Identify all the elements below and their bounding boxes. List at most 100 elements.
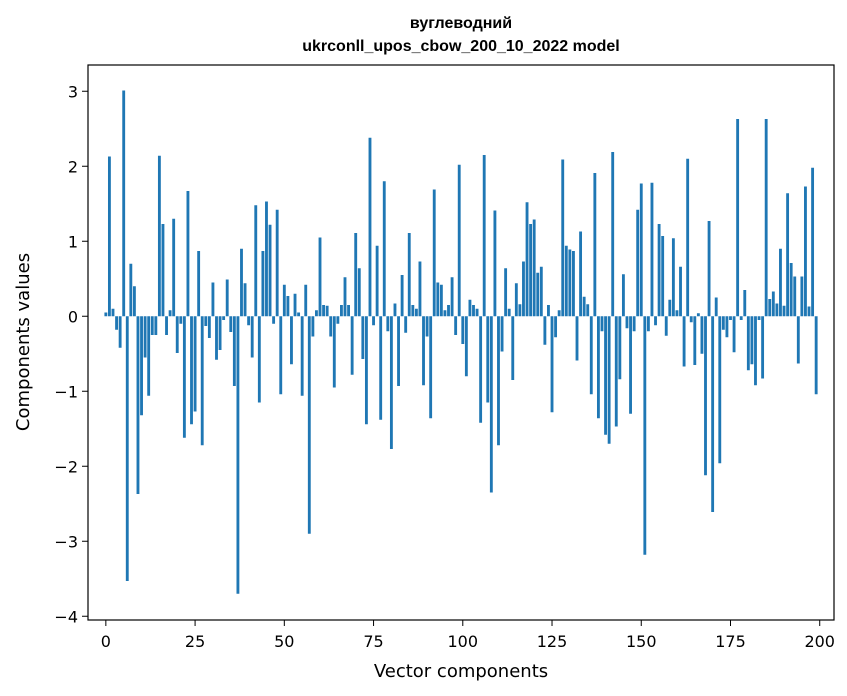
bar-189 <box>779 248 782 317</box>
bar-99 <box>457 164 461 317</box>
bar-56 <box>304 284 308 317</box>
bar-23 <box>186 191 190 317</box>
bar-75 <box>372 316 375 326</box>
bar-194 <box>796 316 800 364</box>
bar-9 <box>136 316 140 494</box>
bar-123 <box>543 316 547 345</box>
chart-title-line2: ukrconll_upos_cbow_200_10_2022 model <box>302 38 619 55</box>
bar-13 <box>150 316 154 335</box>
y-tick-label: −1 <box>54 382 78 401</box>
bar-163 <box>686 158 690 317</box>
bar-134 <box>582 296 586 317</box>
bar-107 <box>486 316 490 403</box>
bar-89 <box>422 316 425 386</box>
bar-64 <box>332 316 336 388</box>
bar-46 <box>268 224 272 317</box>
bar-79 <box>386 316 390 332</box>
x-tick-label: 0 <box>101 632 111 651</box>
bar-49 <box>279 316 283 395</box>
bar-104 <box>475 308 479 317</box>
bar-91 <box>429 316 433 419</box>
bar-3 <box>115 316 118 330</box>
bar-80 <box>389 316 393 449</box>
bar-174 <box>725 316 729 338</box>
x-tick-label: 200 <box>804 632 835 651</box>
bar-96 <box>447 305 450 317</box>
bar-45 <box>265 201 268 317</box>
bar-109 <box>493 210 497 317</box>
bar-94 <box>439 284 443 317</box>
bar-100 <box>461 316 465 344</box>
bar-95 <box>443 310 447 317</box>
y-tick-label: 1 <box>68 232 78 251</box>
bar-154 <box>654 316 657 326</box>
bar-125 <box>550 316 554 413</box>
bar-54 <box>297 312 301 317</box>
bar-161 <box>679 266 682 317</box>
x-tick-label: 175 <box>715 632 746 651</box>
bar-122 <box>539 266 543 317</box>
bar-88 <box>418 261 422 317</box>
bar-117 <box>522 261 525 317</box>
bar-195 <box>800 276 804 317</box>
plot-frame <box>87 64 835 621</box>
bar-172 <box>718 316 722 464</box>
x-tick-label: 25 <box>185 632 205 651</box>
bar-140 <box>604 316 607 435</box>
bar-85 <box>407 233 411 317</box>
bar-98 <box>454 316 458 335</box>
bar-184 <box>761 316 765 379</box>
bar-179 <box>743 290 747 317</box>
bar-164 <box>689 316 693 323</box>
bar-143 <box>614 316 618 427</box>
bar-141 <box>607 316 611 444</box>
bar-76 <box>375 245 379 317</box>
bar-155 <box>657 224 661 317</box>
bar-167 <box>700 316 704 354</box>
bar-14 <box>154 316 158 335</box>
bar-74 <box>368 137 372 317</box>
y-tick-label: 3 <box>68 82 78 101</box>
bar-199 <box>814 316 818 395</box>
bar-120 <box>532 219 536 317</box>
bar-146 <box>625 316 629 329</box>
bar-137 <box>593 173 597 317</box>
bar-61 <box>322 305 326 317</box>
bar-121 <box>536 272 540 317</box>
bar-197 <box>807 306 811 317</box>
bar-29 <box>207 316 211 338</box>
bar-182 <box>754 316 757 386</box>
bar-87 <box>414 308 418 317</box>
bar-62 <box>325 305 329 317</box>
bar-8 <box>132 286 136 317</box>
bar-26 <box>197 251 201 317</box>
bar-130 <box>568 249 572 317</box>
bar-152 <box>646 316 650 332</box>
bar-19 <box>172 218 176 317</box>
bar-32 <box>218 316 222 350</box>
bar-17 <box>165 316 168 335</box>
bar-39 <box>243 283 247 317</box>
bar-103 <box>472 305 475 317</box>
bar-41 <box>250 316 254 358</box>
bar-11 <box>143 316 147 358</box>
bar-97 <box>450 277 454 317</box>
bar-1 <box>107 156 111 317</box>
bar-86 <box>411 305 415 317</box>
bar-169 <box>707 221 711 317</box>
bar-31 <box>215 316 218 360</box>
bar-115 <box>514 283 518 317</box>
bar-171 <box>714 297 718 317</box>
bar-18 <box>168 310 172 317</box>
bar-156 <box>661 236 665 317</box>
bar-176 <box>732 316 736 353</box>
bar-53 <box>293 293 297 317</box>
bar-105 <box>479 316 483 423</box>
bar-145 <box>621 274 625 317</box>
bar-5 <box>122 90 126 317</box>
bar-128 <box>561 159 565 317</box>
bar-42 <box>254 205 258 317</box>
bar-71 <box>357 268 361 317</box>
bar-132 <box>575 316 579 361</box>
bar-142 <box>611 152 615 317</box>
